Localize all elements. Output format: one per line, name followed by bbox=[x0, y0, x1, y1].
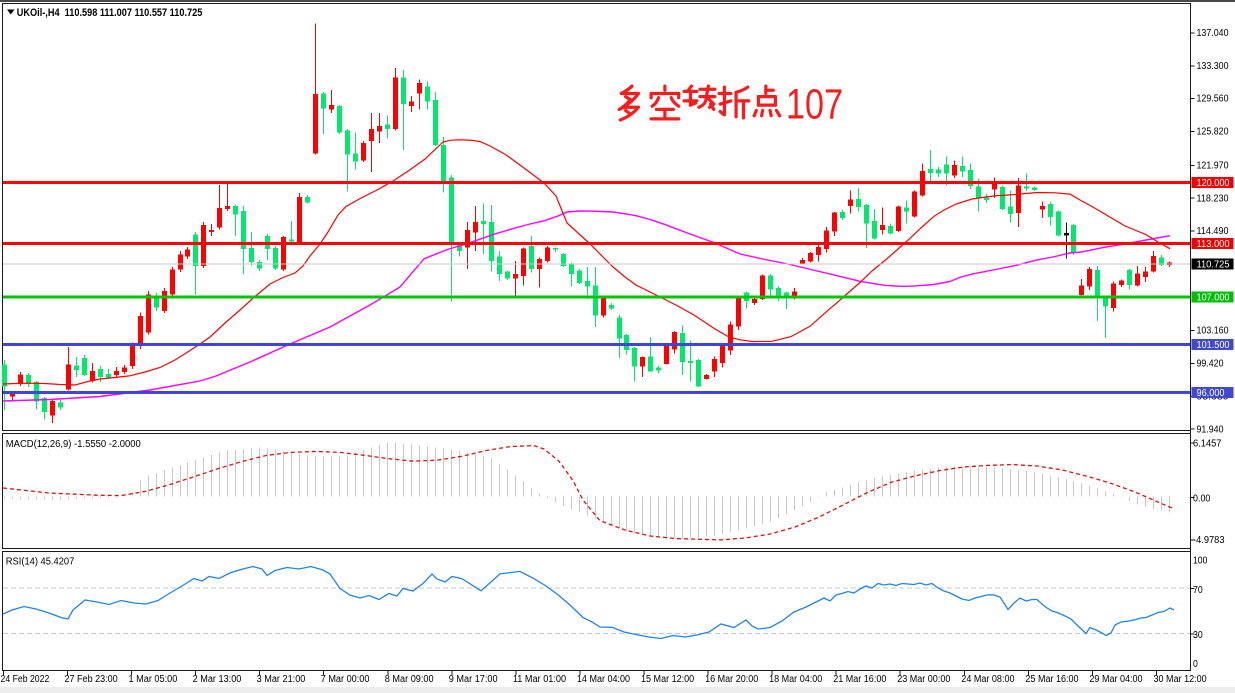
svg-text:96.000: 96.000 bbox=[1197, 388, 1225, 399]
svg-text:2 Mar 13:00: 2 Mar 13:00 bbox=[193, 674, 242, 685]
svg-text:133.300: 133.300 bbox=[1197, 61, 1229, 72]
svg-text:15 Mar 12:00: 15 Mar 12:00 bbox=[641, 674, 695, 685]
svg-text:114.490: 114.490 bbox=[1197, 226, 1229, 237]
svg-text:29 Mar 04:00: 29 Mar 04:00 bbox=[1089, 674, 1143, 685]
svg-text:113.000: 113.000 bbox=[1197, 239, 1230, 250]
svg-text:RSI(14) 45.4207: RSI(14) 45.4207 bbox=[6, 556, 75, 567]
svg-text:24 Mar 08:00: 24 Mar 08:00 bbox=[961, 674, 1015, 685]
svg-text:23 Mar 00:00: 23 Mar 00:00 bbox=[897, 674, 951, 685]
svg-text:101.500: 101.500 bbox=[1197, 340, 1230, 351]
svg-text:118.230: 118.230 bbox=[1197, 193, 1229, 204]
svg-text:25 Mar 16:00: 25 Mar 16:00 bbox=[1025, 674, 1079, 685]
svg-text:24 Feb 2022: 24 Feb 2022 bbox=[1, 674, 50, 685]
svg-text:30: 30 bbox=[1193, 630, 1203, 641]
svg-text:103.160: 103.160 bbox=[1197, 326, 1229, 337]
svg-text:7 Mar 00:00: 7 Mar 00:00 bbox=[321, 674, 370, 685]
svg-text:18 Mar 04:00: 18 Mar 04:00 bbox=[769, 674, 823, 685]
svg-text:9 Mar 17:00: 9 Mar 17:00 bbox=[449, 674, 498, 685]
svg-text:91.940: 91.940 bbox=[1197, 424, 1224, 435]
svg-text:120.000: 120.000 bbox=[1197, 178, 1230, 189]
svg-text:125.820: 125.820 bbox=[1197, 127, 1229, 138]
svg-text:MACD(12,26,9) -1.5550 -2.0000: MACD(12,26,9) -1.5550 -2.0000 bbox=[6, 439, 141, 450]
svg-text:6.1457: 6.1457 bbox=[1193, 438, 1222, 449]
svg-text:129.560: 129.560 bbox=[1197, 94, 1229, 105]
svg-text:11 Mar 01:00: 11 Mar 01:00 bbox=[513, 674, 567, 685]
svg-text:0: 0 bbox=[1193, 659, 1198, 670]
svg-text:107.000: 107.000 bbox=[1197, 293, 1230, 304]
svg-text:30 Mar 12:00: 30 Mar 12:00 bbox=[1154, 674, 1208, 685]
svg-text:16 Mar 20:00: 16 Mar 20:00 bbox=[705, 674, 759, 685]
svg-text:14 Mar 04:00: 14 Mar 04:00 bbox=[577, 674, 631, 685]
svg-text:1 Mar 05:00: 1 Mar 05:00 bbox=[129, 674, 178, 685]
svg-text:8 Mar 09:00: 8 Mar 09:00 bbox=[385, 674, 434, 685]
svg-text:UKOil-,H4 110.598 111.007 110: UKOil-,H4 110.598 111.007 110.557 110.72… bbox=[17, 7, 203, 19]
svg-text:3 Mar 21:00: 3 Mar 21:00 bbox=[257, 674, 306, 685]
svg-text:21 Mar 16:00: 21 Mar 16:00 bbox=[833, 674, 887, 685]
svg-text:107: 107 bbox=[786, 81, 843, 128]
svg-text:-4.9783: -4.9783 bbox=[1193, 535, 1225, 546]
svg-text:0.00: 0.00 bbox=[1193, 493, 1211, 504]
svg-text:137.040: 137.040 bbox=[1197, 28, 1229, 39]
svg-text:100: 100 bbox=[1193, 556, 1208, 567]
svg-text:121.970: 121.970 bbox=[1197, 160, 1229, 171]
svg-text:27 Feb 23:00: 27 Feb 23:00 bbox=[65, 674, 119, 685]
svg-text:110.725: 110.725 bbox=[1197, 260, 1230, 271]
svg-text:70: 70 bbox=[1193, 585, 1203, 596]
svg-text:99.420: 99.420 bbox=[1197, 359, 1224, 370]
